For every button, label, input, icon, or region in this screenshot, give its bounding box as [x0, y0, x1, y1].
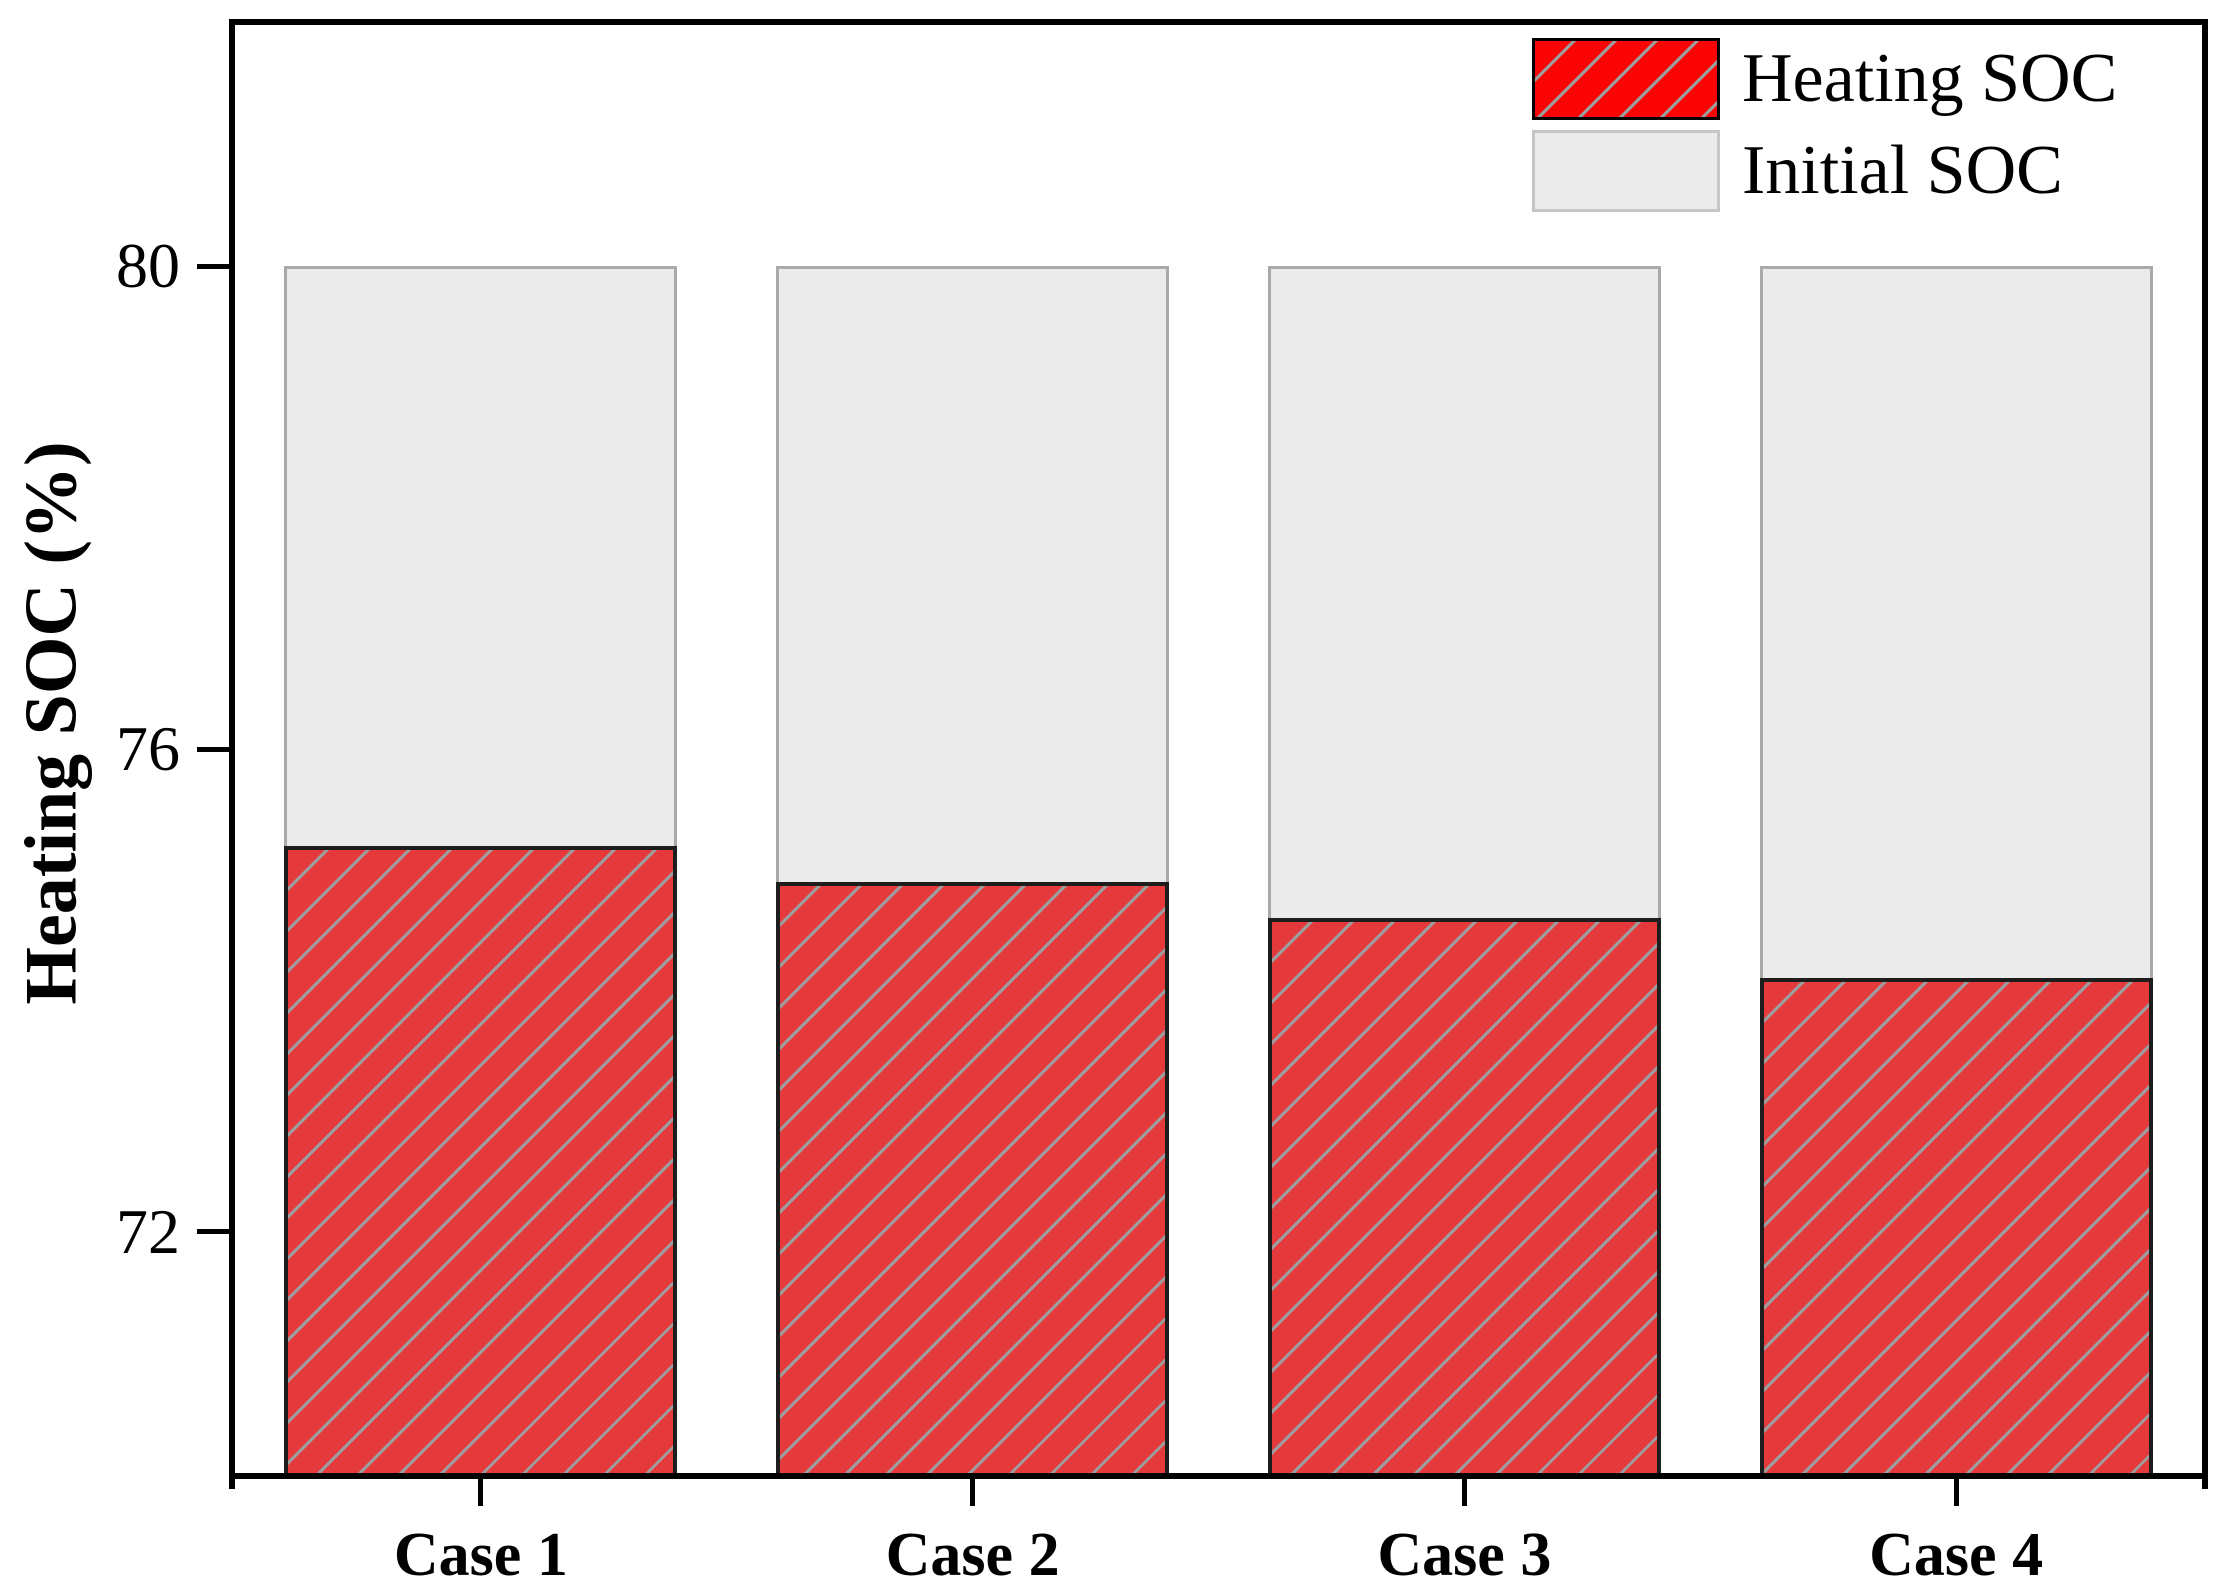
x-tick-label-case-4: Case 4: [1869, 1521, 2044, 1589]
x-tick-case-1: [478, 1479, 484, 1506]
y-tick-label-80: 80: [116, 230, 180, 302]
plot-frame: Heating SOC Initial SOC: [229, 19, 2208, 1479]
y-tick-76: [197, 746, 230, 752]
legend-label-heating-soc: Heating SOC: [1742, 40, 2118, 117]
legend-item-heating-soc: Heating SOC: [1532, 38, 2117, 120]
y-tick-72: [197, 1229, 230, 1235]
plot-area: [235, 25, 2202, 1473]
y-tick-label-76: 76: [116, 713, 180, 784]
bar-heating-soc-case-2: [776, 881, 1170, 1473]
x-tick-case-3: [1461, 1479, 1467, 1506]
x-tick-case-2: [970, 1479, 976, 1506]
x-tick-label-case-3: Case 3: [1377, 1521, 1552, 1589]
y-tick-label-72: 72: [116, 1195, 180, 1267]
legend-swatch-initial-soc: [1532, 130, 1720, 212]
legend-swatch-heating-soc: [1532, 38, 1720, 120]
y-tick-80: [197, 263, 230, 269]
bar-heating-soc-case-1: [284, 845, 678, 1473]
legend: Heating SOC Initial SOC: [1532, 38, 2117, 222]
x-tick-label-case-2: Case 2: [885, 1521, 1060, 1589]
bar-heating-soc-case-4: [1759, 978, 2153, 1473]
legend-item-initial-soc: Initial SOC: [1532, 130, 2117, 212]
bar-heating-soc-case-3: [1267, 917, 1661, 1473]
legend-label-initial-soc: Initial SOC: [1742, 132, 2063, 209]
x-tick-label-case-1: Case 1: [393, 1521, 568, 1589]
bottom-right-corner-stub: [2202, 1479, 2208, 1489]
x-tick-case-4: [1953, 1479, 1959, 1506]
bottom-left-corner-stub: [229, 1479, 235, 1489]
